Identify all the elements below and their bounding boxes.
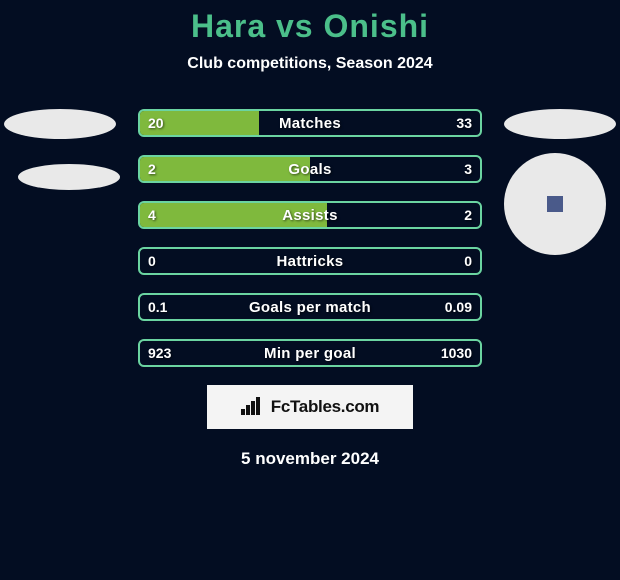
title-player2: Onishi (323, 8, 429, 44)
bar-row-hattricks: 0 Hattricks 0 (138, 247, 482, 275)
bar-row-min-per-goal: 923 Min per goal 1030 (138, 339, 482, 367)
player1-avatar-ellipse-1 (4, 109, 116, 139)
player1-avatar-ellipse-2 (18, 164, 120, 190)
bar-label: Min per goal (140, 341, 480, 365)
bar-row-goals: 2 Goals 3 (138, 155, 482, 183)
title-vs: vs (276, 8, 314, 44)
bar-val-right: 0.09 (437, 295, 480, 319)
bar-row-matches: 20 Matches 33 (138, 109, 482, 137)
bar-row-goals-per-match: 0.1 Goals per match 0.09 (138, 293, 482, 321)
comparison-card: Hara vs Onishi Club competitions, Season… (0, 0, 620, 469)
page-title: Hara vs Onishi (0, 8, 620, 45)
player2-avatar-circle (504, 153, 606, 255)
chart-area: 20 Matches 33 2 Goals 3 4 Assists 2 (0, 109, 620, 469)
avatar-placeholder-icon (547, 196, 563, 212)
bar-val-right: 2 (456, 203, 480, 227)
bar-label: Goals (140, 157, 480, 181)
player2-avatar-ellipse-1 (504, 109, 616, 139)
bar-label: Assists (140, 203, 480, 227)
bar-label: Matches (140, 111, 480, 135)
bar-label: Goals per match (140, 295, 480, 319)
date-text: 5 november 2024 (0, 449, 620, 469)
brand-badge: FcTables.com (207, 385, 413, 429)
bar-chart-icon (241, 395, 265, 420)
bar-val-right: 0 (456, 249, 480, 273)
bar-val-right: 33 (448, 111, 480, 135)
subtitle: Club competitions, Season 2024 (0, 55, 620, 73)
bars-container: 20 Matches 33 2 Goals 3 4 Assists 2 (138, 109, 482, 367)
title-player1: Hara (191, 8, 266, 44)
bar-val-right: 1030 (433, 341, 480, 365)
bar-label: Hattricks (140, 249, 480, 273)
brand-text: FcTables.com (271, 397, 380, 417)
bar-row-assists: 4 Assists 2 (138, 201, 482, 229)
bar-val-right: 3 (456, 157, 480, 181)
